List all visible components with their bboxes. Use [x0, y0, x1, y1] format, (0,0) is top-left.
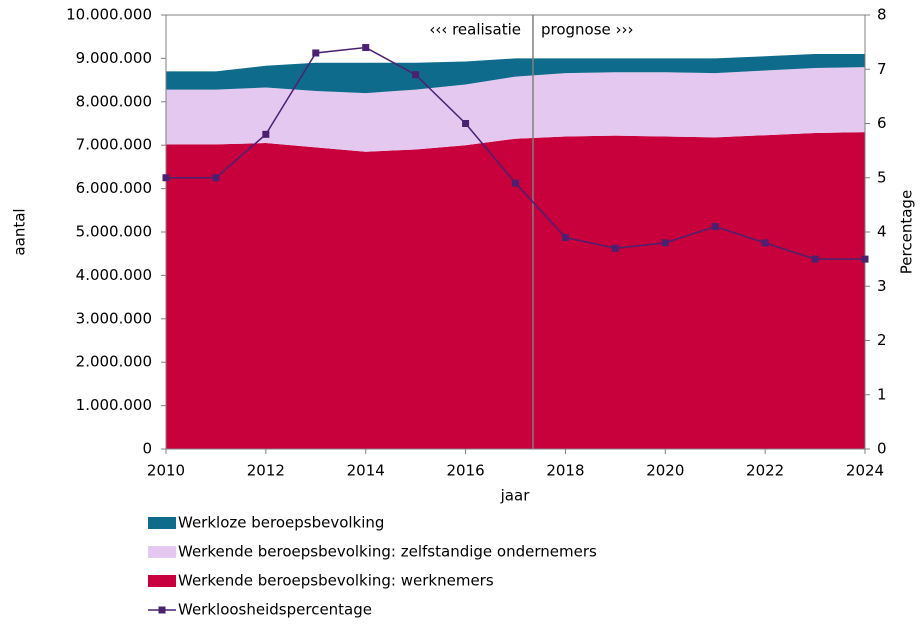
area — [166, 54, 865, 94]
y-tick-label: 3.000.000 — [76, 309, 152, 327]
legend-label: Werkende beroepsbevolking: werknemers — [178, 572, 494, 590]
y2-tick-label: 1 — [877, 385, 887, 403]
x-axis-label: jaar — [500, 487, 531, 505]
y2-axis-label: Percentage — [898, 190, 916, 274]
point — [412, 71, 420, 79]
y2-tick-label: 4 — [877, 223, 887, 241]
y2-tick-label: 2 — [877, 331, 887, 349]
annotation: ‹‹‹ realisatie — [429, 21, 521, 39]
point — [561, 233, 569, 241]
y-tick-label: 8.000.000 — [76, 92, 152, 110]
legend-swatch — [148, 575, 176, 587]
y-tick-label: 2.000.000 — [76, 353, 152, 371]
annotation: prognose ››› — [541, 21, 634, 39]
area — [166, 67, 865, 152]
y-tick-label: 7.000.000 — [76, 136, 152, 154]
y2-tick-label: 5 — [877, 168, 887, 186]
legend-marker — [158, 606, 166, 614]
point — [811, 255, 819, 263]
legend-label: Werkloosheidspercentage — [178, 601, 372, 619]
point — [611, 244, 619, 252]
legend-swatch — [148, 546, 176, 558]
y2-tick-label: 8 — [877, 6, 887, 24]
x-tick-label: 2014 — [347, 462, 385, 480]
y-tick-label: 6.000.000 — [76, 179, 152, 197]
x-tick-label: 2010 — [147, 462, 185, 480]
x-tick-label: 2022 — [746, 462, 784, 480]
point — [462, 120, 470, 127]
x-tick-label: 2020 — [646, 462, 684, 480]
x-tick-label: 2012 — [247, 462, 285, 480]
point — [761, 239, 769, 247]
x-tick-label: 2016 — [446, 462, 484, 480]
point — [212, 174, 220, 182]
point — [512, 179, 519, 187]
y-tick-label: 1.000.000 — [76, 396, 152, 414]
y-tick-label: 5.000.000 — [76, 223, 152, 241]
y2-tick-label: 3 — [877, 277, 887, 295]
y-tick-label: 10.000.000 — [66, 6, 152, 24]
point — [711, 223, 719, 231]
y-tick-label: 0 — [142, 440, 152, 458]
y2-tick-label: 6 — [877, 114, 887, 132]
point — [861, 255, 869, 263]
x-tick-label: 2018 — [546, 462, 584, 480]
legend-label: Werkloze beroepsbevolking — [178, 514, 384, 532]
point — [362, 44, 370, 52]
point — [312, 49, 320, 57]
y2-tick-label: 0 — [877, 440, 887, 458]
point — [162, 174, 170, 182]
legend-swatch — [148, 517, 176, 529]
point — [262, 130, 270, 138]
y2-tick-label: 7 — [877, 60, 887, 78]
legend-label: Werkende beroepsbevolking: zelfstandige … — [178, 543, 597, 561]
x-tick-label: 2024 — [846, 462, 884, 480]
area — [166, 132, 865, 449]
y-tick-label: 4.000.000 — [76, 266, 152, 284]
y-axis-label: aantal — [11, 208, 29, 255]
point — [661, 239, 669, 247]
y-tick-label: 9.000.000 — [76, 49, 152, 67]
